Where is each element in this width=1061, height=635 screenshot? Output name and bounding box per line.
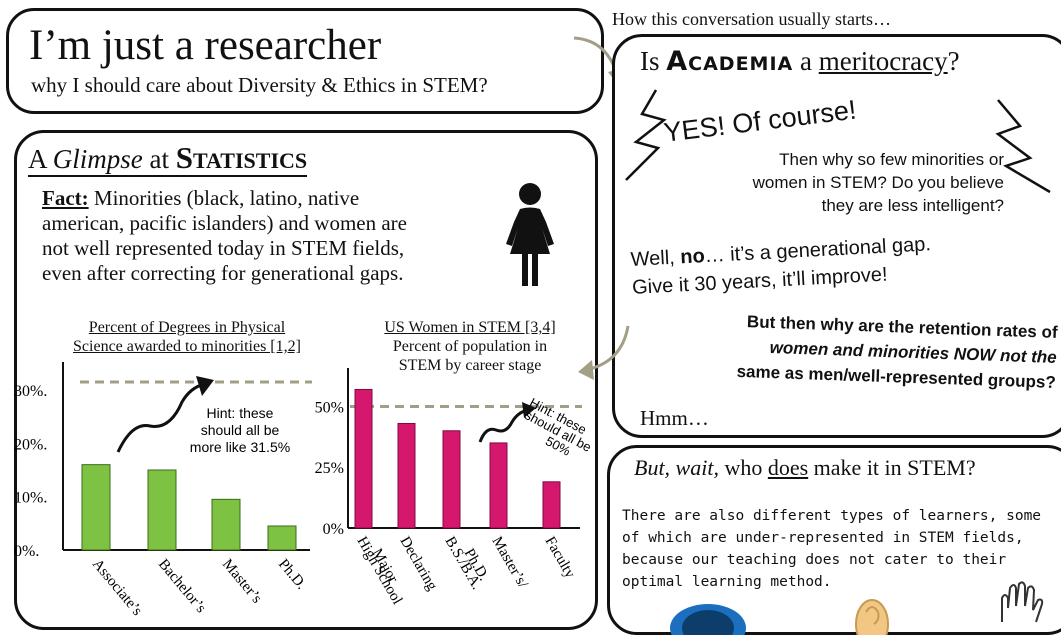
chart2-subtitle-2: STEM by career stage xyxy=(398,357,542,374)
chart2-annotation-arrow xyxy=(478,408,529,443)
chart1-bar xyxy=(211,498,241,551)
chart2-bar xyxy=(489,442,508,529)
chart1-annotation-arrowhead xyxy=(196,376,214,396)
chart1-bar xyxy=(267,525,297,551)
chart1-x-tick-label: Master’s xyxy=(219,556,265,606)
page-subtitle: why I should care about Diversity & Ethi… xyxy=(31,73,488,97)
chart1-annotation-arrow xyxy=(116,382,205,453)
chart1-annotation-line: more like 31.5% xyxy=(190,439,290,455)
conversation-question: Is Academia a meritocracy? xyxy=(640,46,960,77)
chart1-annotation-line: should all be xyxy=(201,422,280,438)
title-box: I’m just a researcher why I should care … xyxy=(6,8,604,114)
chart1-plot: 30%. 20%. 10%. 0%. Associate’s Bachelor’s Mast… xyxy=(14,362,312,619)
chart1-bar xyxy=(81,464,111,551)
chart1-y-tick-label: 0%. xyxy=(14,543,39,560)
chart2-bar xyxy=(442,430,461,529)
statistics-panel xyxy=(14,130,598,630)
reply-hmm: Hmm… xyxy=(640,406,709,430)
woman-icon xyxy=(506,183,554,286)
chart2-bar xyxy=(397,422,416,529)
chart1-title: Percent of Degrees in Physical Science a… xyxy=(73,319,301,355)
learners-panel xyxy=(607,445,1061,635)
chart2-x-tick-label: Master’s/ xyxy=(489,534,531,592)
chart1-y-tick-label: 10%. xyxy=(14,490,47,507)
page-title: I’m just a researcher xyxy=(29,22,382,69)
chart2-annotation-arrowhead xyxy=(522,402,536,418)
eye-icon xyxy=(670,604,746,635)
chart1-annotation-line: Hint: these xyxy=(207,405,274,421)
learners-heading: But, wait, who does make it in STEM? xyxy=(634,455,976,480)
chart2-x-tick-label: Declaring xyxy=(397,534,441,594)
conversation-panel xyxy=(612,34,1061,438)
chart2-y-tick-label: 50% xyxy=(315,399,344,416)
chart2-bar xyxy=(542,481,561,529)
arrow-to-chart xyxy=(578,325,630,380)
chart1-x-tick-label: Bachelor’s xyxy=(155,556,209,616)
chart2-title-block: US Women in STEM [3,4] Percent of popula… xyxy=(350,318,590,375)
fact-text: Fact: Minorities (black, latino, native … xyxy=(42,186,407,285)
chart1-bar xyxy=(147,469,177,551)
conversation-intro: How this conversation usually starts… xyxy=(612,9,891,29)
reply-retention: But then why are the retention rates of … xyxy=(736,312,1058,392)
reply-why-few: Then why so few minorities or women in S… xyxy=(752,150,1004,215)
chart2-subtitle-1: Percent of population in xyxy=(392,338,548,355)
chart2-title: US Women in STEM [3,4] xyxy=(384,319,556,336)
zigzag-left-icon xyxy=(625,89,667,181)
learners-body: There are also different types of learne… xyxy=(622,508,1042,590)
chart1-y-tick-label: 20%. xyxy=(14,436,47,453)
ear-icon xyxy=(855,599,889,635)
chart2-bar xyxy=(354,388,373,529)
chart2-y-tick-label: 25% xyxy=(315,460,344,477)
zigzag-right-icon xyxy=(995,99,1051,194)
hand-icon xyxy=(1001,581,1044,623)
chart2-y-tick-label: 0% xyxy=(323,521,344,538)
chart1-x-tick-label: Associate’s xyxy=(89,556,145,619)
statistics-heading: A Glimpse at Statistics xyxy=(28,140,308,177)
chart1-y-tick-label: 30%. xyxy=(14,383,47,400)
chart2-x-tick-label: Faculty xyxy=(542,534,579,581)
